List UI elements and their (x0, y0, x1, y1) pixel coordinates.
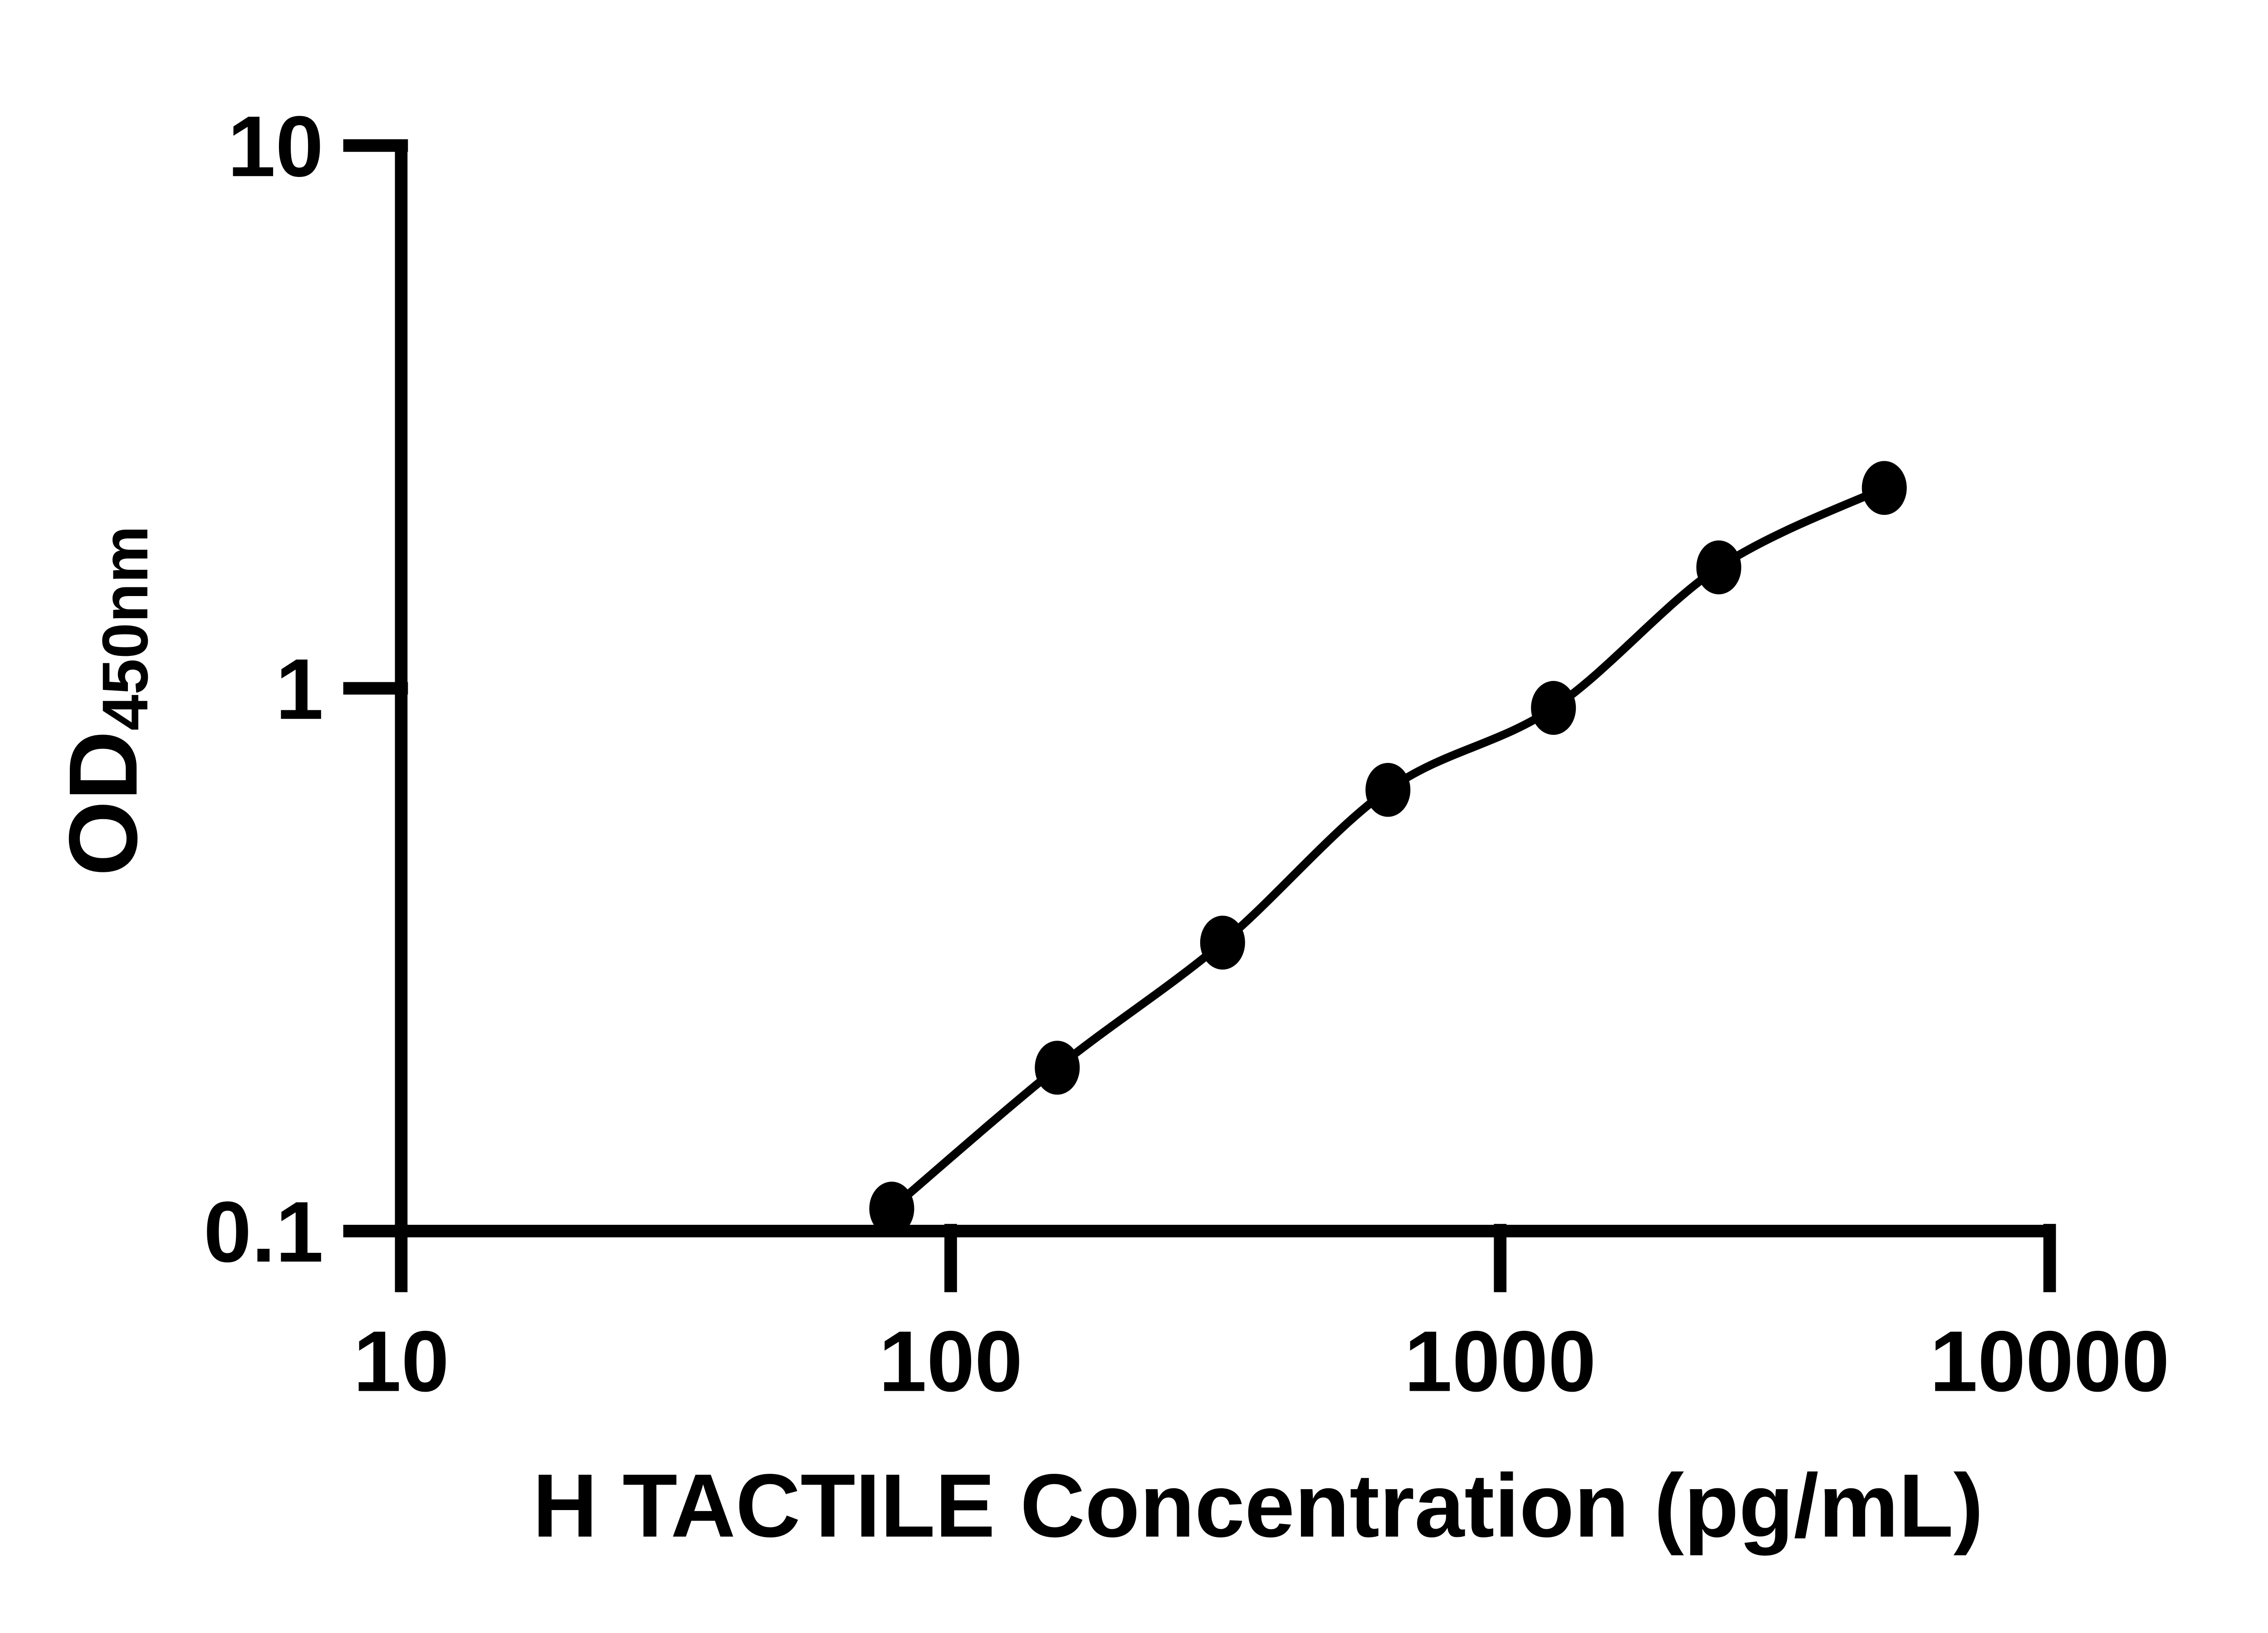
y-axis-title-subscript: 450nm (89, 526, 161, 731)
y-tick-label: 10 (228, 98, 324, 195)
x-axis-tick-labels: 10 100 1000 10000 (353, 1314, 2170, 1410)
data-point (1200, 915, 1245, 970)
axes (395, 142, 2056, 1237)
x-axis-ticks (395, 1224, 2056, 1292)
y-tick-label: 0.1 (204, 1184, 323, 1280)
data-point (1035, 1041, 1080, 1095)
y-axis-title: OD450nm (49, 526, 161, 876)
data-point (1365, 763, 1411, 817)
x-tick-label: 10000 (1930, 1314, 2170, 1410)
data-point (1696, 540, 1741, 595)
y-axis-title-main: OD (49, 731, 157, 876)
data-point (1862, 461, 1907, 515)
x-axis-title: H TACTILE Concentration (pg/mL) (533, 1455, 1983, 1555)
y-axis-tick-labels: 0.1 1 10 (204, 98, 323, 1280)
x-tick-label: 100 (879, 1314, 1022, 1410)
fitted-curve (887, 484, 1889, 1213)
y-tick-label: 1 (275, 641, 323, 738)
x-tick-label: 1000 (1404, 1314, 1596, 1410)
data-point (1531, 681, 1576, 735)
data-points (869, 461, 1907, 1236)
x-tick-label: 10 (353, 1314, 450, 1410)
data-point (869, 1181, 914, 1236)
